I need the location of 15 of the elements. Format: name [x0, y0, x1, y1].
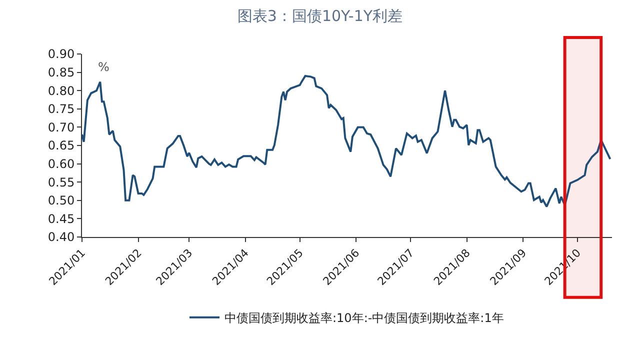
y-tick-label: 0.70: [48, 120, 75, 134]
chart-title: 图表3：国债10Y-1Y利差: [237, 7, 403, 25]
y-tick-label: 0.80: [48, 84, 75, 98]
y-axis-title: %: [98, 60, 110, 74]
y-tick-label: 0.55: [48, 175, 75, 190]
line-series: [82, 74, 612, 208]
y-tick-label: 0.40: [48, 230, 75, 244]
y-tick-label: 0.50: [48, 194, 75, 208]
y-tick-label: 0.85: [48, 66, 75, 80]
y-tick-label: 0.60: [48, 157, 75, 171]
legend-label: 中债国债到期收益率:10年:-中债国债到期收益率:1年: [224, 311, 504, 326]
y-tick-label: 0.45: [48, 212, 75, 226]
y-tick-label: 0.90: [48, 47, 75, 62]
y-tick-label: 0.65: [48, 138, 75, 153]
y-tick-label: 0.75: [48, 102, 75, 116]
